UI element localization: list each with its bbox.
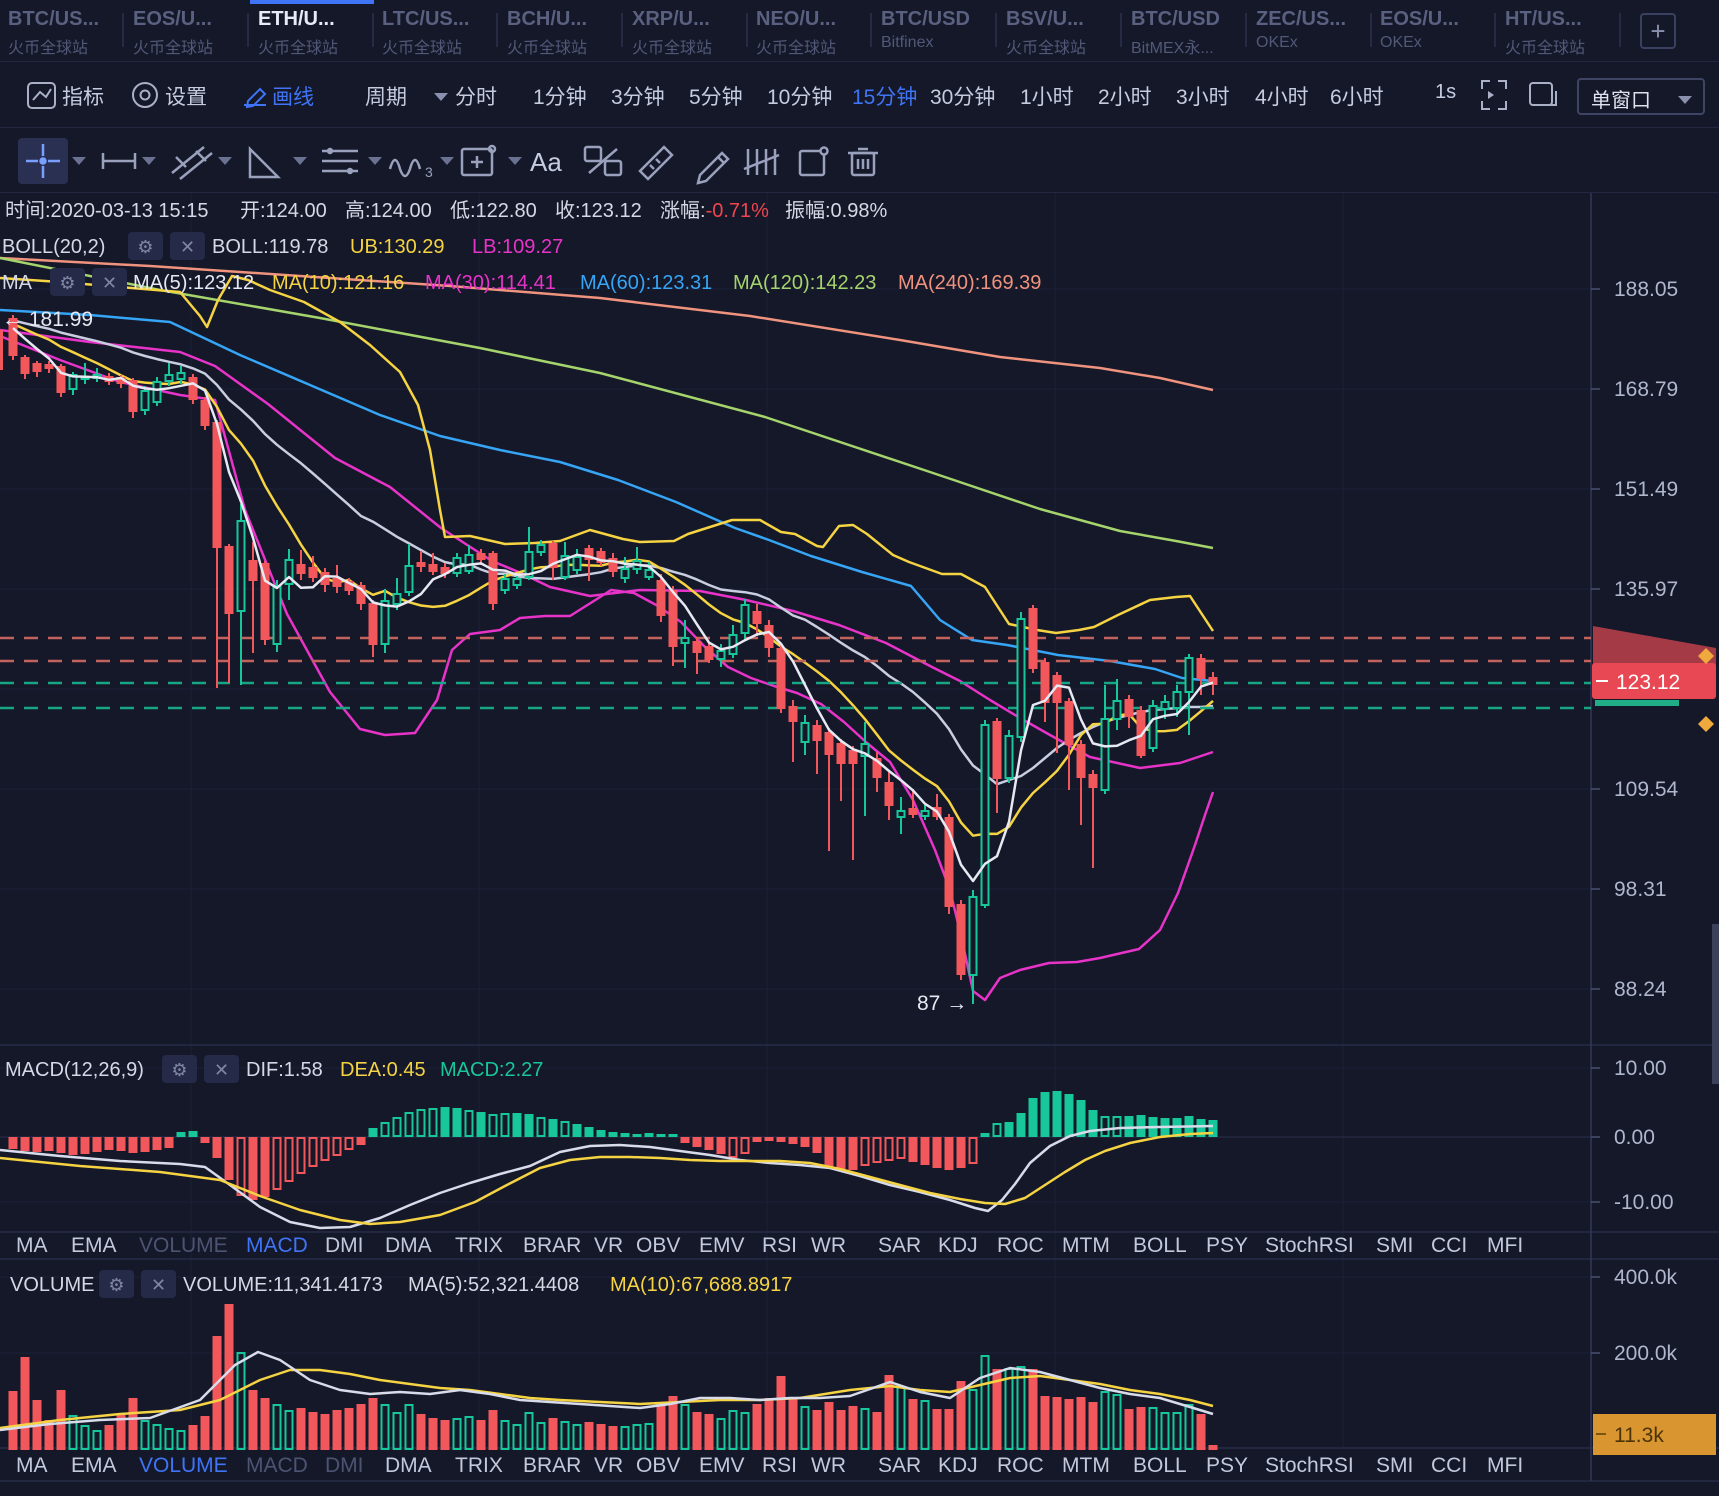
svg-text:MFI: MFI xyxy=(1487,1454,1523,1477)
svg-text:✕: ✕ xyxy=(151,1275,166,1295)
svg-text:VR: VR xyxy=(594,1454,623,1477)
svg-text:DMI: DMI xyxy=(325,1454,364,1477)
svg-text:ROC: ROC xyxy=(997,1454,1044,1477)
svg-text:MACD(12,26,9): MACD(12,26,9) xyxy=(5,1059,144,1081)
svg-text:KDJ: KDJ xyxy=(938,1234,978,1257)
svg-text:⚙: ⚙ xyxy=(108,1275,124,1295)
svg-text:UB:130.29: UB:130.29 xyxy=(350,236,445,258)
svg-text:⚙: ⚙ xyxy=(59,273,75,293)
svg-text:200.0k: 200.0k xyxy=(1614,1342,1678,1365)
svg-text:MACD:2.27: MACD:2.27 xyxy=(440,1059,543,1081)
svg-text:MTM: MTM xyxy=(1062,1234,1110,1257)
svg-text:ROC: ROC xyxy=(997,1234,1044,1257)
svg-text:StochRSI: StochRSI xyxy=(1265,1234,1354,1257)
svg-text:Aa: Aa xyxy=(530,147,562,177)
svg-text:151.49: 151.49 xyxy=(1614,478,1678,501)
svg-text:CCI: CCI xyxy=(1431,1234,1467,1257)
svg-text:MACD: MACD xyxy=(246,1234,308,1257)
svg-text:DMI: DMI xyxy=(325,1234,364,1257)
svg-text:SMI: SMI xyxy=(1376,1234,1413,1257)
svg-text:MFI: MFI xyxy=(1487,1234,1523,1257)
svg-text:VOLUME: VOLUME xyxy=(139,1454,228,1477)
svg-text:TRIX: TRIX xyxy=(455,1234,503,1257)
svg-text:11.3k: 11.3k xyxy=(1614,1424,1664,1447)
svg-text:87 →: 87 → xyxy=(917,992,967,1015)
svg-text:MA: MA xyxy=(16,1234,48,1257)
svg-text:EMA: EMA xyxy=(71,1454,117,1477)
svg-text:3: 3 xyxy=(425,164,433,180)
svg-text:MA(10):121.16: MA(10):121.16 xyxy=(272,272,404,294)
svg-text:MA(120):142.23: MA(120):142.23 xyxy=(733,272,876,294)
svg-text:SAR: SAR xyxy=(878,1454,921,1477)
svg-text:StochRSI: StochRSI xyxy=(1265,1454,1354,1477)
svg-text:-10.00: -10.00 xyxy=(1614,1191,1674,1214)
svg-text:振幅:0.98%: 振幅:0.98% xyxy=(785,199,887,222)
svg-text:VR: VR xyxy=(594,1234,623,1257)
svg-text:DIF:1.58: DIF:1.58 xyxy=(246,1059,323,1081)
svg-text:109.54: 109.54 xyxy=(1614,778,1679,801)
svg-text:VOLUME: VOLUME xyxy=(139,1234,228,1257)
svg-text:PSY: PSY xyxy=(1206,1454,1248,1477)
svg-text:MA: MA xyxy=(2,272,33,294)
svg-text:VOLUME: VOLUME xyxy=(10,1274,94,1296)
svg-text:收:123.12: 收:123.12 xyxy=(555,199,642,222)
svg-text:MA(5):123.12: MA(5):123.12 xyxy=(133,272,254,294)
svg-text:RSI: RSI xyxy=(762,1454,797,1477)
svg-text:BOLL: BOLL xyxy=(1133,1234,1187,1257)
svg-text:← 181.99: ← 181.99 xyxy=(2,308,93,331)
svg-text:168.79: 168.79 xyxy=(1614,378,1678,401)
svg-text:DMA: DMA xyxy=(385,1234,432,1257)
svg-text:MA(60):123.31: MA(60):123.31 xyxy=(580,272,712,294)
svg-text:OBV: OBV xyxy=(636,1454,680,1477)
svg-text:MACD: MACD xyxy=(246,1454,308,1477)
svg-text:EMV: EMV xyxy=(699,1454,745,1477)
svg-text:开:124.00: 开:124.00 xyxy=(240,200,327,222)
svg-text:MA(30):114.41: MA(30):114.41 xyxy=(425,272,556,294)
svg-text:EMV: EMV xyxy=(699,1234,745,1257)
svg-text:MTM: MTM xyxy=(1062,1454,1110,1477)
svg-text:时间:2020-03-13 15:15: 时间:2020-03-13 15:15 xyxy=(5,199,208,222)
svg-text:88.24: 88.24 xyxy=(1614,978,1667,1001)
svg-text:BOLL: BOLL xyxy=(1133,1454,1187,1477)
svg-text:WR: WR xyxy=(811,1234,846,1257)
svg-text:⚙: ⚙ xyxy=(137,237,153,257)
svg-text:MA(240):169.39: MA(240):169.39 xyxy=(898,272,1041,294)
svg-text:KDJ: KDJ xyxy=(938,1454,978,1477)
svg-text:400.0k: 400.0k xyxy=(1614,1266,1678,1289)
svg-text:✕: ✕ xyxy=(214,1060,229,1080)
svg-text:高:124.00: 高:124.00 xyxy=(345,199,432,222)
svg-text:0.00: 0.00 xyxy=(1614,1126,1655,1149)
svg-text:CCI: CCI xyxy=(1431,1454,1467,1477)
svg-text:PSY: PSY xyxy=(1206,1234,1248,1257)
svg-text:✕: ✕ xyxy=(102,273,117,293)
svg-text:MA(10):67,688.8917: MA(10):67,688.8917 xyxy=(610,1274,792,1296)
svg-text:SMI: SMI xyxy=(1376,1454,1413,1477)
svg-text:DMA: DMA xyxy=(385,1454,432,1477)
svg-text:EMA: EMA xyxy=(71,1234,117,1257)
svg-text:SAR: SAR xyxy=(878,1234,921,1257)
svg-text:98.31: 98.31 xyxy=(1614,878,1667,901)
svg-text:BRAR: BRAR xyxy=(523,1234,581,1257)
svg-text:⚙: ⚙ xyxy=(171,1060,187,1080)
svg-text:WR: WR xyxy=(811,1454,846,1477)
svg-text:BOLL:119.78: BOLL:119.78 xyxy=(212,236,328,258)
svg-text:LB:109.27: LB:109.27 xyxy=(472,236,563,258)
svg-text:✕: ✕ xyxy=(180,237,195,257)
svg-text:TRIX: TRIX xyxy=(455,1454,503,1477)
svg-text:MA: MA xyxy=(16,1454,48,1477)
svg-text:123.12: 123.12 xyxy=(1616,671,1680,694)
svg-text:涨幅:-0.71%: 涨幅:-0.71% xyxy=(660,199,769,222)
svg-text:10.00: 10.00 xyxy=(1614,1057,1667,1080)
svg-text:135.97: 135.97 xyxy=(1614,578,1678,601)
svg-text:OBV: OBV xyxy=(636,1234,680,1257)
svg-text:低:122.80: 低:122.80 xyxy=(450,199,537,222)
svg-text:188.05: 188.05 xyxy=(1614,278,1678,301)
svg-text:BRAR: BRAR xyxy=(523,1454,581,1477)
svg-text:VOLUME:11,341.4173: VOLUME:11,341.4173 xyxy=(183,1274,383,1296)
svg-text:DEA:0.45: DEA:0.45 xyxy=(340,1059,426,1081)
svg-text:BOLL(20,2): BOLL(20,2) xyxy=(2,236,105,258)
svg-text:RSI: RSI xyxy=(762,1234,797,1257)
svg-text:MA(5):52,321.4408: MA(5):52,321.4408 xyxy=(408,1274,579,1296)
